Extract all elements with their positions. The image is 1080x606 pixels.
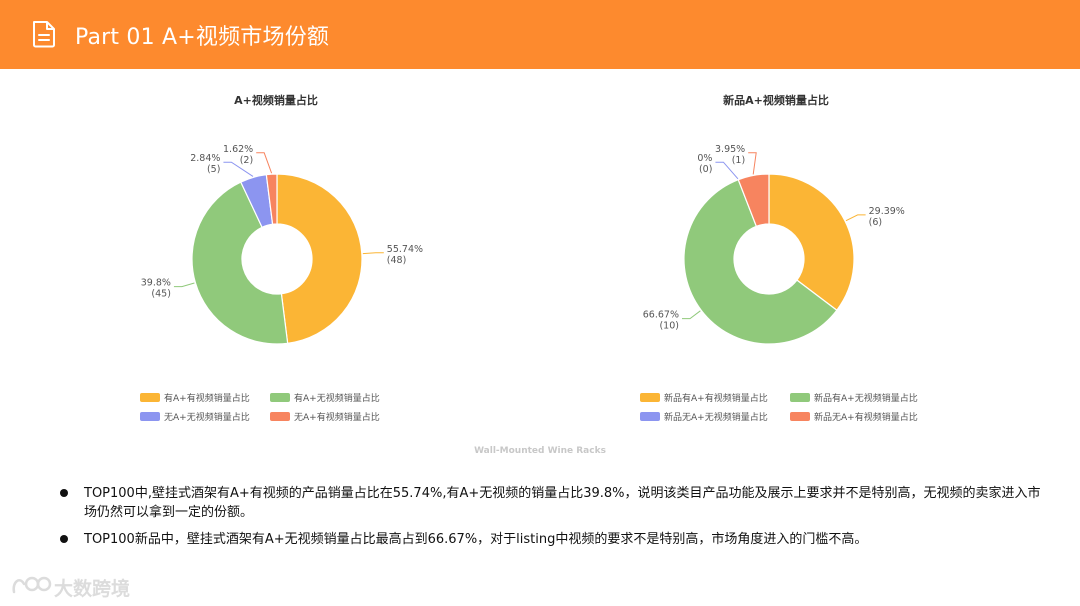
- bullet-text: TOP100新品中，壁挂式酒架有A+无视频销量占比最高占到66.67%，对于li…: [84, 532, 868, 547]
- logo-text: 大数跨境: [54, 578, 131, 600]
- legend-label: 新品无A+有视频销量占比: [814, 413, 918, 423]
- bullet-dot-icon: [60, 535, 68, 543]
- bullet-list: TOP100中,壁挂式酒架有A+有视频的产品销量占比在55.74%,有A+无视频…: [60, 484, 1050, 557]
- pie-slice: [265, 173, 278, 225]
- slice-percent-label: 1.62%: [223, 144, 253, 155]
- legend-item[interactable]: 无A+有视频销量占比: [270, 412, 380, 424]
- pie-slice: [737, 173, 770, 228]
- bullet-dot-icon: [60, 489, 68, 497]
- legend-label: 有A+无视频销量占比: [294, 394, 380, 404]
- legend-swatch: [640, 412, 660, 421]
- slice-leader-line: [362, 252, 384, 255]
- slice-percent-label: 39.8%: [141, 278, 171, 289]
- bullet-item: TOP100新品中，壁挂式酒架有A+无视频销量占比最高占到66.67%，对于li…: [60, 530, 1050, 549]
- bullet-item: TOP100中,壁挂式酒架有A+有视频的产品销量占比在55.74%,有A+无视频…: [60, 484, 1050, 522]
- legend-item[interactable]: 新品有A+无视频销量占比: [790, 393, 918, 405]
- legend-swatch: [140, 393, 160, 402]
- logo-icon: [12, 576, 52, 594]
- slice-count-label: (6): [869, 217, 882, 228]
- slice-leader-line: [173, 282, 195, 288]
- slice-leader-line: [748, 152, 757, 175]
- page-title: Part 01 A+视频市场份额: [75, 25, 330, 50]
- legend-swatch: [640, 393, 660, 402]
- header-bar: Part 01 A+视频市场份额: [0, 0, 1080, 69]
- chart-1-legend: 有A+有视频销量占比 有A+无视频销量占比无A+无视频销量占比 无A+有视频销量占比: [140, 393, 440, 433]
- legend-label: 有A+有视频销量占比: [164, 394, 250, 404]
- bullet-text: TOP100中,壁挂式酒架有A+有视频的产品销量占比在55.74%,有A+无视频…: [84, 486, 1041, 520]
- slice-count-label: (1): [732, 155, 745, 166]
- slice-leader-line: [223, 161, 254, 177]
- brand-logo: 大数跨境: [10, 572, 130, 600]
- slice-percent-label: 55.74%: [387, 244, 423, 255]
- slice-leader-line: [715, 161, 739, 180]
- legend-swatch: [790, 393, 810, 402]
- legend-item[interactable]: 无A+无视频销量占比: [140, 412, 250, 424]
- legend-swatch: [140, 412, 160, 421]
- legend-label: 无A+无视频销量占比: [164, 413, 250, 423]
- legend-swatch: [270, 393, 290, 402]
- slice-count-label: (2): [240, 155, 253, 166]
- slice-percent-label: 66.67%: [643, 310, 679, 321]
- legend-item[interactable]: 新品无A+有视频销量占比: [790, 412, 918, 424]
- pie-slice: [768, 173, 855, 312]
- slice-leader-line: [256, 152, 273, 174]
- legend-swatch: [790, 412, 810, 421]
- pie-slice: [276, 173, 363, 345]
- slice-leader-line: [845, 214, 866, 222]
- legend-item[interactable]: 有A+有视频销量占比: [140, 393, 250, 405]
- slice-count-label: (10): [659, 321, 679, 332]
- slice-count-label: (0): [699, 164, 712, 175]
- slice-percent-label: 0%: [697, 153, 712, 164]
- chart-2-legend: 新品有A+有视频销量占比 新品有A+无视频销量占比新品无A+无视频销量占比 新品无A…: [640, 393, 960, 433]
- legend-label: 新品有A+有视频销量占比: [664, 394, 768, 404]
- slice-leader-line: [681, 310, 701, 320]
- legend-item[interactable]: 有A+无视频销量占比: [270, 393, 380, 405]
- slice-percent-label: 3.95%: [715, 144, 745, 155]
- document-icon: [33, 21, 55, 48]
- slice-count-label: (45): [151, 289, 171, 300]
- legend-item[interactable]: 新品有A+有视频销量占比: [640, 393, 768, 405]
- legend-label: 新品有A+无视频销量占比: [814, 394, 918, 404]
- chart-1-title: A+视频销量占比: [234, 94, 318, 107]
- slice-percent-label: 2.84%: [190, 153, 220, 164]
- legend-item[interactable]: 新品无A+无视频销量占比: [640, 412, 768, 424]
- legend-label: 新品无A+无视频销量占比: [664, 413, 768, 423]
- legend-swatch: [270, 412, 290, 421]
- slice-percent-label: 29.39%: [869, 206, 905, 217]
- legend-label: 无A+有视频销量占比: [294, 413, 380, 423]
- slice-count-label: (5): [207, 164, 220, 175]
- pie-slice: [683, 178, 838, 345]
- watermark-text: Wall-Mounted Wine Racks: [474, 446, 606, 456]
- chart-2-title: 新品A+视频销量占比: [723, 94, 829, 107]
- slice-count-label: (48): [387, 255, 407, 266]
- pie-slice: [191, 181, 289, 345]
